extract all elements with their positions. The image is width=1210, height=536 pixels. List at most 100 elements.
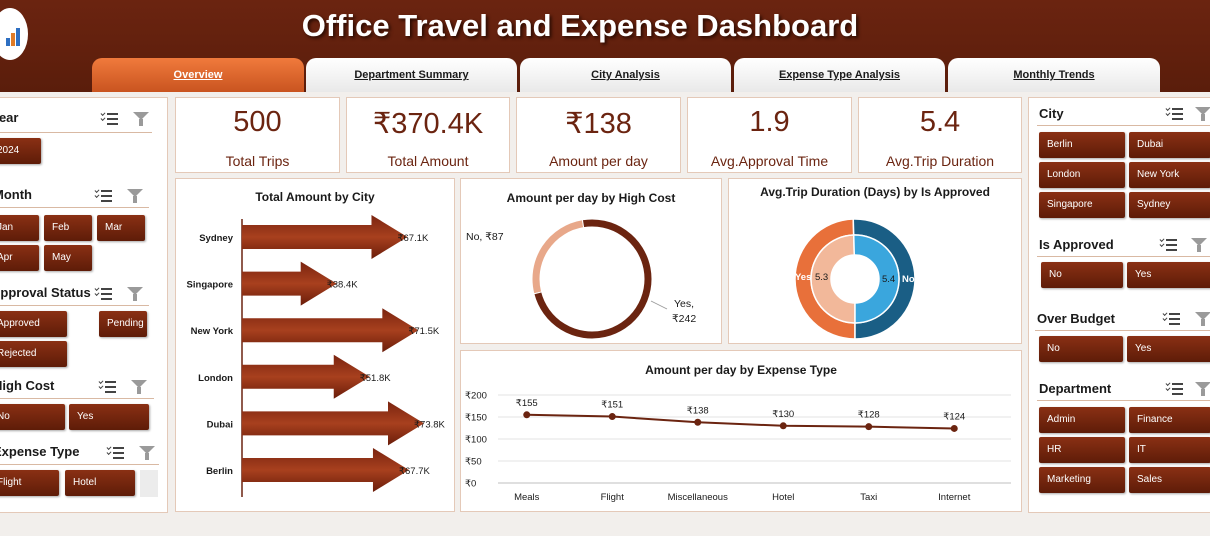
bar-sydney [242, 215, 408, 259]
multi-select-icon[interactable] [94, 188, 113, 202]
line-point [523, 411, 531, 419]
slicer-month-item[interactable]: Feb [44, 215, 92, 241]
clear-filter-icon[interactable] [127, 189, 143, 203]
clear-filter-icon[interactable] [1195, 312, 1210, 326]
bar-value-label: ₹67.7K [399, 466, 431, 477]
slicer-city-item[interactable]: New York [1129, 162, 1210, 188]
clear-filter-icon[interactable] [131, 380, 147, 394]
clear-filter-icon[interactable] [1191, 238, 1207, 252]
bar-value-label: ₹67.1K [397, 233, 429, 244]
donut-chart-svg: No, ₹87 Yes, ₹242 [466, 218, 696, 340]
multi-select-icon[interactable] [98, 379, 117, 393]
bar-category-label: Sydney [199, 233, 234, 244]
slicer-department-item[interactable]: IT [1129, 437, 1210, 463]
bar-value-label: ₹38.4K [327, 280, 359, 291]
tab-department-summary[interactable]: Department Summary [306, 58, 517, 92]
line-data-label: ₹155 [516, 398, 538, 409]
kpi-value: 5.4 [919, 106, 961, 138]
line-ytick-label: ₹150 [465, 413, 487, 424]
slicer-department-item[interactable]: Finance [1129, 407, 1210, 433]
slicer-over-budget-title: Over Budget [1037, 311, 1116, 326]
donut-slice-yes [533, 218, 653, 340]
slicer-expense-type-item[interactable]: Flight [0, 470, 59, 496]
kpi-label: Total Amount [387, 153, 469, 169]
ring-inner-no [852, 234, 900, 324]
chart-amount-per-day-expense-type: Amount per day by Expense Type ₹0 ₹50 ₹100… [460, 350, 1022, 512]
bar-category-label: New York [191, 326, 234, 337]
tab-monthly-trends[interactable]: Monthly Trends [948, 58, 1160, 92]
slicer-department-item[interactable]: Marketing [1039, 467, 1125, 493]
line-point [865, 423, 873, 431]
tab-overview[interactable]: Overview [92, 58, 304, 92]
kpi-value: 1.9 [749, 106, 790, 138]
slicer-city-item[interactable]: Sydney [1129, 192, 1210, 218]
line-point [608, 413, 616, 421]
multi-select-icon[interactable] [100, 111, 119, 125]
slicer-city-item[interactable]: London [1039, 162, 1125, 188]
multi-select-icon[interactable] [94, 286, 113, 300]
kpi-label: Avg.Approval Time [710, 153, 829, 169]
clear-filter-icon[interactable] [139, 446, 155, 460]
slicer-month-item[interactable]: May [44, 245, 92, 271]
bar-new-york [242, 308, 419, 353]
slicer-over-budget-item[interactable]: Yes [1127, 336, 1210, 362]
donut-leader-line [650, 300, 668, 310]
chart-title: Total Amount by City [255, 190, 375, 204]
line-xtick-label: Flight [601, 492, 625, 503]
donut-slice-no [531, 219, 585, 295]
chart-amount-per-day-high-cost: Amount per day by High Cost No, ₹87 Yes, ₹… [460, 178, 722, 344]
line-ytick-label: ₹50 [465, 457, 482, 468]
slicer-over-budget-item[interactable]: No [1039, 336, 1123, 362]
slicer-high-cost-item[interactable]: No [0, 404, 65, 430]
clear-filter-icon[interactable] [1195, 107, 1210, 121]
slicer-divider [1037, 256, 1210, 257]
line-point [950, 424, 958, 432]
slicer-divider [0, 207, 149, 208]
chart-title: Avg.Trip Duration (Days) by Is Approved [760, 185, 990, 199]
clear-filter-icon[interactable] [127, 287, 143, 301]
multi-select-icon[interactable] [1165, 381, 1184, 395]
line-xtick-label: Meals [514, 492, 540, 503]
clear-filter-icon[interactable] [133, 112, 149, 126]
chart-total-amount-by-city: Total Amount by City Sydney ₹67.1K Singapo… [175, 178, 455, 512]
multi-select-icon[interactable] [1165, 106, 1184, 120]
slicer-department-item[interactable]: HR [1039, 437, 1125, 463]
tab-expense-type-analysis[interactable]: Expense Type Analysis [734, 58, 945, 92]
slicer-divider [1035, 330, 1210, 331]
slicer-department-item[interactable]: Admin [1039, 407, 1125, 433]
bar-london [242, 354, 370, 399]
slicer-is-approved-item[interactable]: No [1041, 262, 1123, 288]
tab-city-analysis[interactable]: City Analysis [520, 58, 731, 92]
kpi-total-amount: ₹370.4K Total Amount [346, 97, 510, 173]
logo-icon [0, 8, 28, 60]
chart-avg-trip-duration-approved: Avg.Trip Duration (Days) by Is Approved … [728, 178, 1022, 344]
line-ytick-label: ₹0 [465, 479, 476, 490]
clear-filter-icon[interactable] [1195, 382, 1210, 396]
slicer-city-item[interactable]: Singapore [1039, 192, 1125, 218]
slicer-year-item[interactable]: 2024 [0, 138, 41, 164]
line-series [526, 413, 955, 430]
line-data-label: ₹138 [687, 405, 709, 416]
kpi-amount-per-day: ₹138 Amount per day [516, 97, 681, 173]
slicer-city-item[interactable]: Berlin [1039, 132, 1125, 158]
slicer-month-item[interactable]: Mar [97, 215, 145, 241]
slicer-expense-type-item[interactable]: Hotel [65, 470, 135, 496]
slicer-month-item[interactable]: Apr [0, 245, 39, 271]
line-xtick-label: Hotel [772, 492, 794, 503]
slicer-approval-status-item[interactable]: Pending [99, 311, 147, 337]
slicer-high-cost-item[interactable]: Yes [69, 404, 149, 430]
slicer-is-approved-item[interactable]: Yes [1127, 262, 1210, 288]
slicer-approval-status-item[interactable]: Rejected [0, 341, 67, 367]
slicer-department-item[interactable]: Sales [1129, 467, 1210, 493]
multi-select-icon[interactable] [106, 445, 125, 459]
line-data-label: ₹124 [943, 411, 965, 422]
slicer-month-item[interactable]: Jan [0, 215, 39, 241]
slicer-approval-status-item[interactable]: Approved [0, 311, 67, 337]
multi-select-icon[interactable] [1162, 311, 1181, 325]
chart-title: Amount per day by Expense Type [645, 363, 837, 377]
multi-select-icon[interactable] [1159, 237, 1178, 251]
kpi-total-trips: 500 Total Trips [175, 97, 340, 173]
slicer-city-item[interactable]: Dubai [1129, 132, 1210, 158]
line-xtick-label: Taxi [860, 492, 877, 503]
bar-category-label: London [198, 373, 233, 384]
